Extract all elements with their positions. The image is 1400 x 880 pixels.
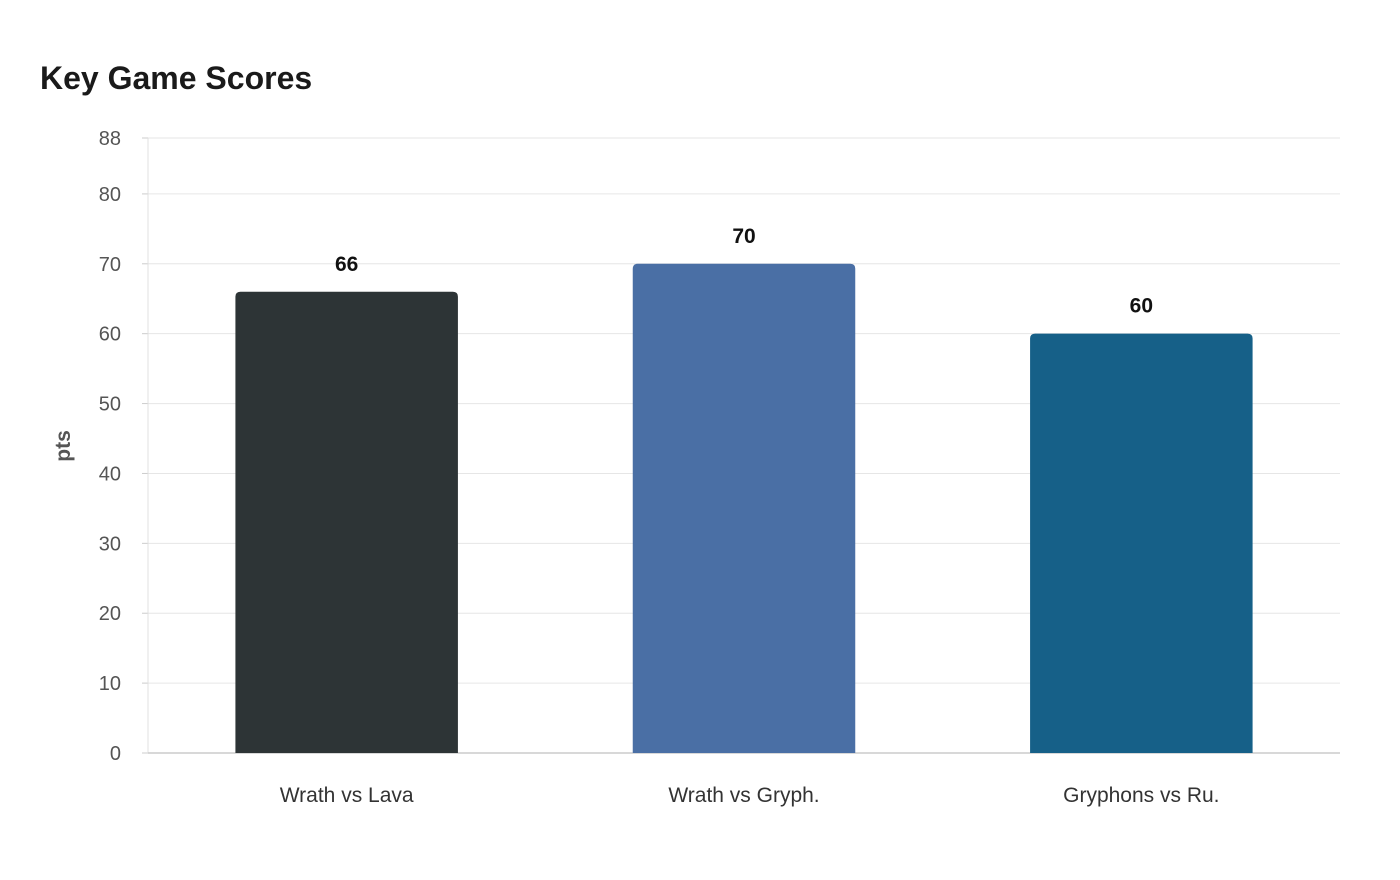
bar	[1030, 333, 1253, 753]
x-category-label: Wrath vs Lava	[280, 784, 414, 807]
x-category-label: Gryphons vs Ru.	[1063, 784, 1219, 807]
y-tick-label: 10	[99, 673, 121, 695]
y-tick-label: 50	[99, 394, 121, 416]
labels: 66 Wrath vs Lava 70 Wrath vs Gryph. 60 Grypho…	[280, 225, 1220, 807]
y-tick-label: 30	[99, 533, 121, 555]
bar	[235, 291, 458, 753]
x-category-label: Wrath vs Gryph.	[668, 784, 819, 807]
y-tick-label: 80	[99, 184, 121, 206]
y-tick-label: 40	[99, 463, 121, 485]
bars	[235, 263, 1253, 753]
y-tick-label: 60	[99, 324, 121, 346]
y-tick-label: 70	[99, 254, 121, 276]
bar	[632, 263, 856, 753]
bar-value-label: 66	[335, 253, 358, 276]
y-axis-title: pts	[52, 430, 75, 462]
bar-value-label: 70	[732, 225, 755, 248]
chart-title: Key Game Scores	[40, 60, 313, 96]
y-tick-label: 0	[110, 743, 121, 765]
y-tick-label: 88	[99, 128, 121, 150]
bar-value-label: 60	[1130, 295, 1153, 318]
y-tick-label: 20	[99, 603, 121, 625]
